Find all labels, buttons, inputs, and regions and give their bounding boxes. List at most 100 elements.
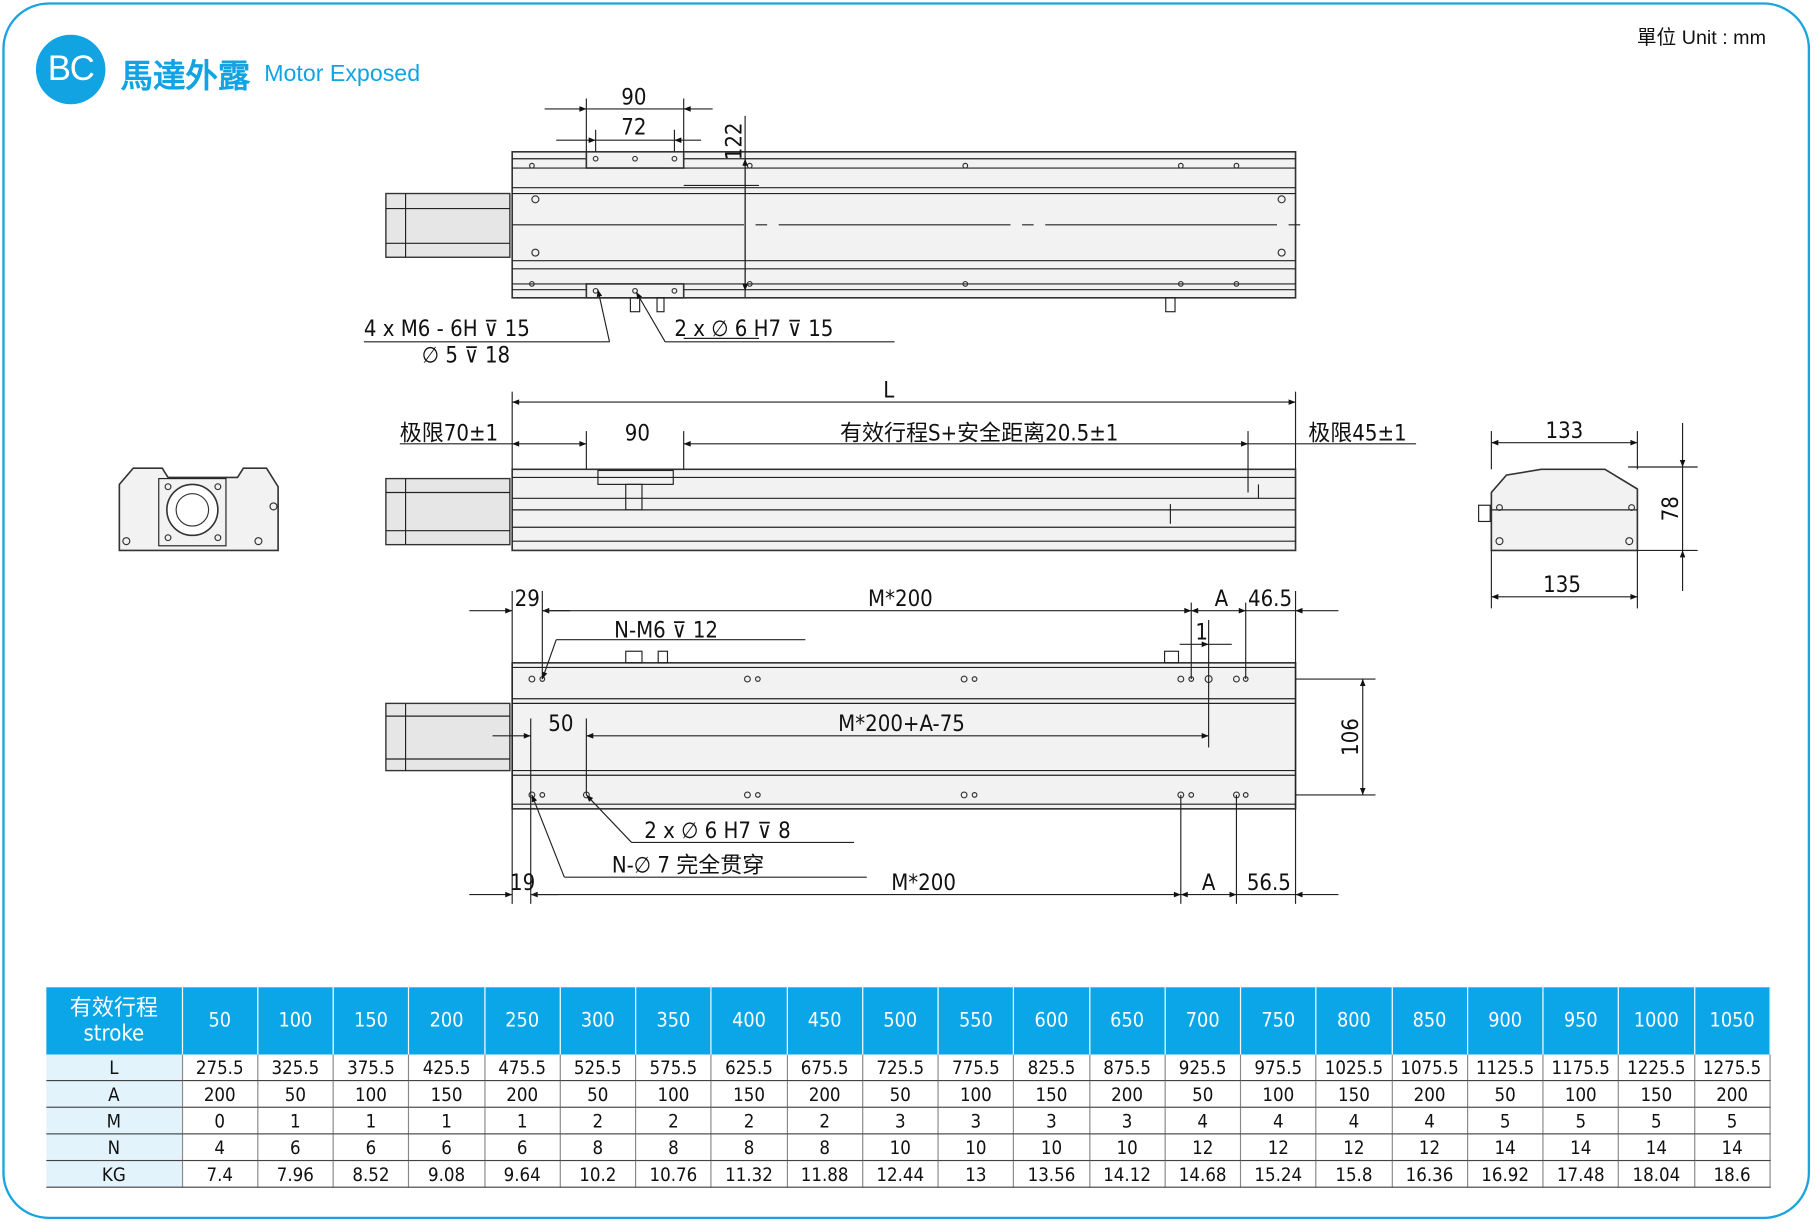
dim-formula: M*200+A-75 xyxy=(838,712,965,737)
table-cell: 8 xyxy=(635,1133,712,1162)
table-cell: 4 xyxy=(1391,1107,1468,1135)
stroke-header: 750 xyxy=(1240,987,1317,1055)
note-pin-holes-bottom: 2 x ∅ 6 H7 ⊽ 8 xyxy=(644,819,790,844)
table-cell: 10 xyxy=(862,1133,939,1162)
table-cell: 17.48 xyxy=(1542,1160,1620,1188)
stroke-header: 950 xyxy=(1542,987,1620,1055)
table-cell: 825.5 xyxy=(1013,1054,1090,1082)
table-cell: 6 xyxy=(484,1133,561,1162)
table-cell: 50 xyxy=(862,1080,939,1108)
table-cell: 18.04 xyxy=(1618,1160,1695,1188)
dim-133: 133 xyxy=(1545,419,1583,444)
motor xyxy=(385,192,511,258)
table-cell: 6 xyxy=(333,1133,410,1162)
stroke-header: 100 xyxy=(257,987,334,1055)
table-cell: 4 xyxy=(181,1133,259,1162)
table-cell: 10.2 xyxy=(559,1160,637,1188)
note-pin-holes: 2 x ∅ 6 H7 ⊽ 15 xyxy=(674,317,833,342)
table-cell: 1225.5 xyxy=(1618,1054,1695,1082)
stroke-header: 800 xyxy=(1316,987,1393,1055)
stroke-header: 300 xyxy=(559,987,637,1055)
stroke-header: 200 xyxy=(408,987,485,1055)
right-end-view: 133 78 135 xyxy=(1478,419,1698,609)
table-cell: 14.68 xyxy=(1164,1160,1242,1188)
table-cell: 11.88 xyxy=(786,1160,864,1188)
table-cell: 625.5 xyxy=(711,1054,788,1082)
stroke-header: 1000 xyxy=(1618,987,1695,1055)
table-header-row: 有效行程 stroke 50 100 150 200 250 300 350 400 450 500… xyxy=(46,987,1771,1055)
table-cell: 12 xyxy=(1316,1133,1393,1162)
table-cell: 200 xyxy=(1391,1080,1468,1108)
table-cell: 325.5 xyxy=(257,1054,334,1082)
stroke-note: 有效行程S+安全距离20.5±1 xyxy=(840,421,1118,446)
table-cell: 0 xyxy=(181,1107,259,1135)
table-cell: 775.5 xyxy=(938,1054,1015,1082)
table-cell: 11.32 xyxy=(711,1160,788,1188)
dim-carriage-90: 90 xyxy=(625,421,650,446)
dim-A-top: A xyxy=(1215,587,1229,612)
table-cell: 2 xyxy=(635,1107,712,1135)
top-view: 90 72 122 4 x M6 - 6H ⊽ 15 ∅ 5 ⊽ 18 2 x … xyxy=(364,85,1308,369)
table-cell: 2 xyxy=(559,1107,637,1135)
stroke-header: 500 xyxy=(862,987,939,1055)
note-through-holes: N-∅ 7 完全贯穿 xyxy=(612,854,764,879)
left-end-view xyxy=(118,467,279,552)
table-cell: 425.5 xyxy=(408,1054,485,1082)
table-cell: 5 xyxy=(1467,1107,1544,1135)
table-cell: 375.5 xyxy=(333,1054,410,1082)
table-cell: 8 xyxy=(786,1133,864,1162)
table-cell: 2 xyxy=(786,1107,864,1135)
table-cell: 7.4 xyxy=(181,1160,259,1188)
unit-label: 單位 Unit : mm xyxy=(1636,26,1767,49)
table-cell: 18.6 xyxy=(1694,1160,1771,1188)
table-cell: 275.5 xyxy=(181,1054,259,1082)
table-cell: 5 xyxy=(1542,1107,1620,1135)
table-cell: 14 xyxy=(1542,1133,1620,1162)
table-cell: 150 xyxy=(1316,1080,1393,1108)
dim-90: 90 xyxy=(621,85,646,110)
table-cell: 100 xyxy=(1542,1080,1620,1108)
stroke-header: 900 xyxy=(1467,987,1544,1055)
note-m6-holes: N-M6 ⊽ 12 xyxy=(614,618,718,643)
stroke-header: 150 xyxy=(333,987,410,1055)
table-cell: 9.64 xyxy=(484,1160,561,1188)
dim-56-5: 56.5 xyxy=(1247,871,1291,896)
table-cell: 12.44 xyxy=(862,1160,939,1188)
table-cell: 12 xyxy=(1164,1133,1242,1162)
table-cell: 6 xyxy=(257,1133,334,1162)
table-cell: 925.5 xyxy=(1164,1054,1242,1082)
table-cell: 200 xyxy=(484,1080,561,1108)
table-cell: 1 xyxy=(484,1107,561,1135)
table-cell: 100 xyxy=(1240,1080,1317,1108)
table-row: A 200 50 100 150 200 50 100 150 200 50 100 150 200 50 1… xyxy=(46,1080,1771,1108)
stroke-header: 600 xyxy=(1013,987,1090,1055)
table-cell: 14 xyxy=(1467,1133,1544,1162)
table-cell: 12 xyxy=(1240,1133,1317,1162)
stroke-header: 50 xyxy=(181,987,259,1055)
table-cell: 1275.5 xyxy=(1694,1054,1771,1082)
table-cell: 725.5 xyxy=(862,1054,939,1082)
table-cell: 14.12 xyxy=(1089,1160,1166,1188)
table-cell: 200 xyxy=(181,1080,259,1108)
bottom-view: 29 M*200 A 46.5 N-M6 ⊽ 12 1 50 M*200+A-7… xyxy=(385,587,1376,904)
table-cell: 9.08 xyxy=(408,1160,485,1188)
table-cell: 15.24 xyxy=(1240,1160,1317,1188)
table-cell: 150 xyxy=(1618,1080,1695,1108)
table-cell: 575.5 xyxy=(635,1054,712,1082)
table-cell: 4 xyxy=(1164,1107,1242,1135)
title-english: Motor Exposed xyxy=(264,61,421,87)
row-label: L xyxy=(46,1054,183,1082)
table-cell: 13 xyxy=(938,1160,1015,1188)
table-cell: 100 xyxy=(635,1080,712,1108)
table-cell: 1 xyxy=(408,1107,485,1135)
table-cell: 200 xyxy=(786,1080,864,1108)
table-cell: 1 xyxy=(257,1107,334,1135)
table-cell: 10 xyxy=(938,1133,1015,1162)
table-cell: 50 xyxy=(1164,1080,1242,1108)
table-cell: 4 xyxy=(1316,1107,1393,1135)
table-cell: 8 xyxy=(711,1133,788,1162)
table-cell: 5 xyxy=(1618,1107,1695,1135)
